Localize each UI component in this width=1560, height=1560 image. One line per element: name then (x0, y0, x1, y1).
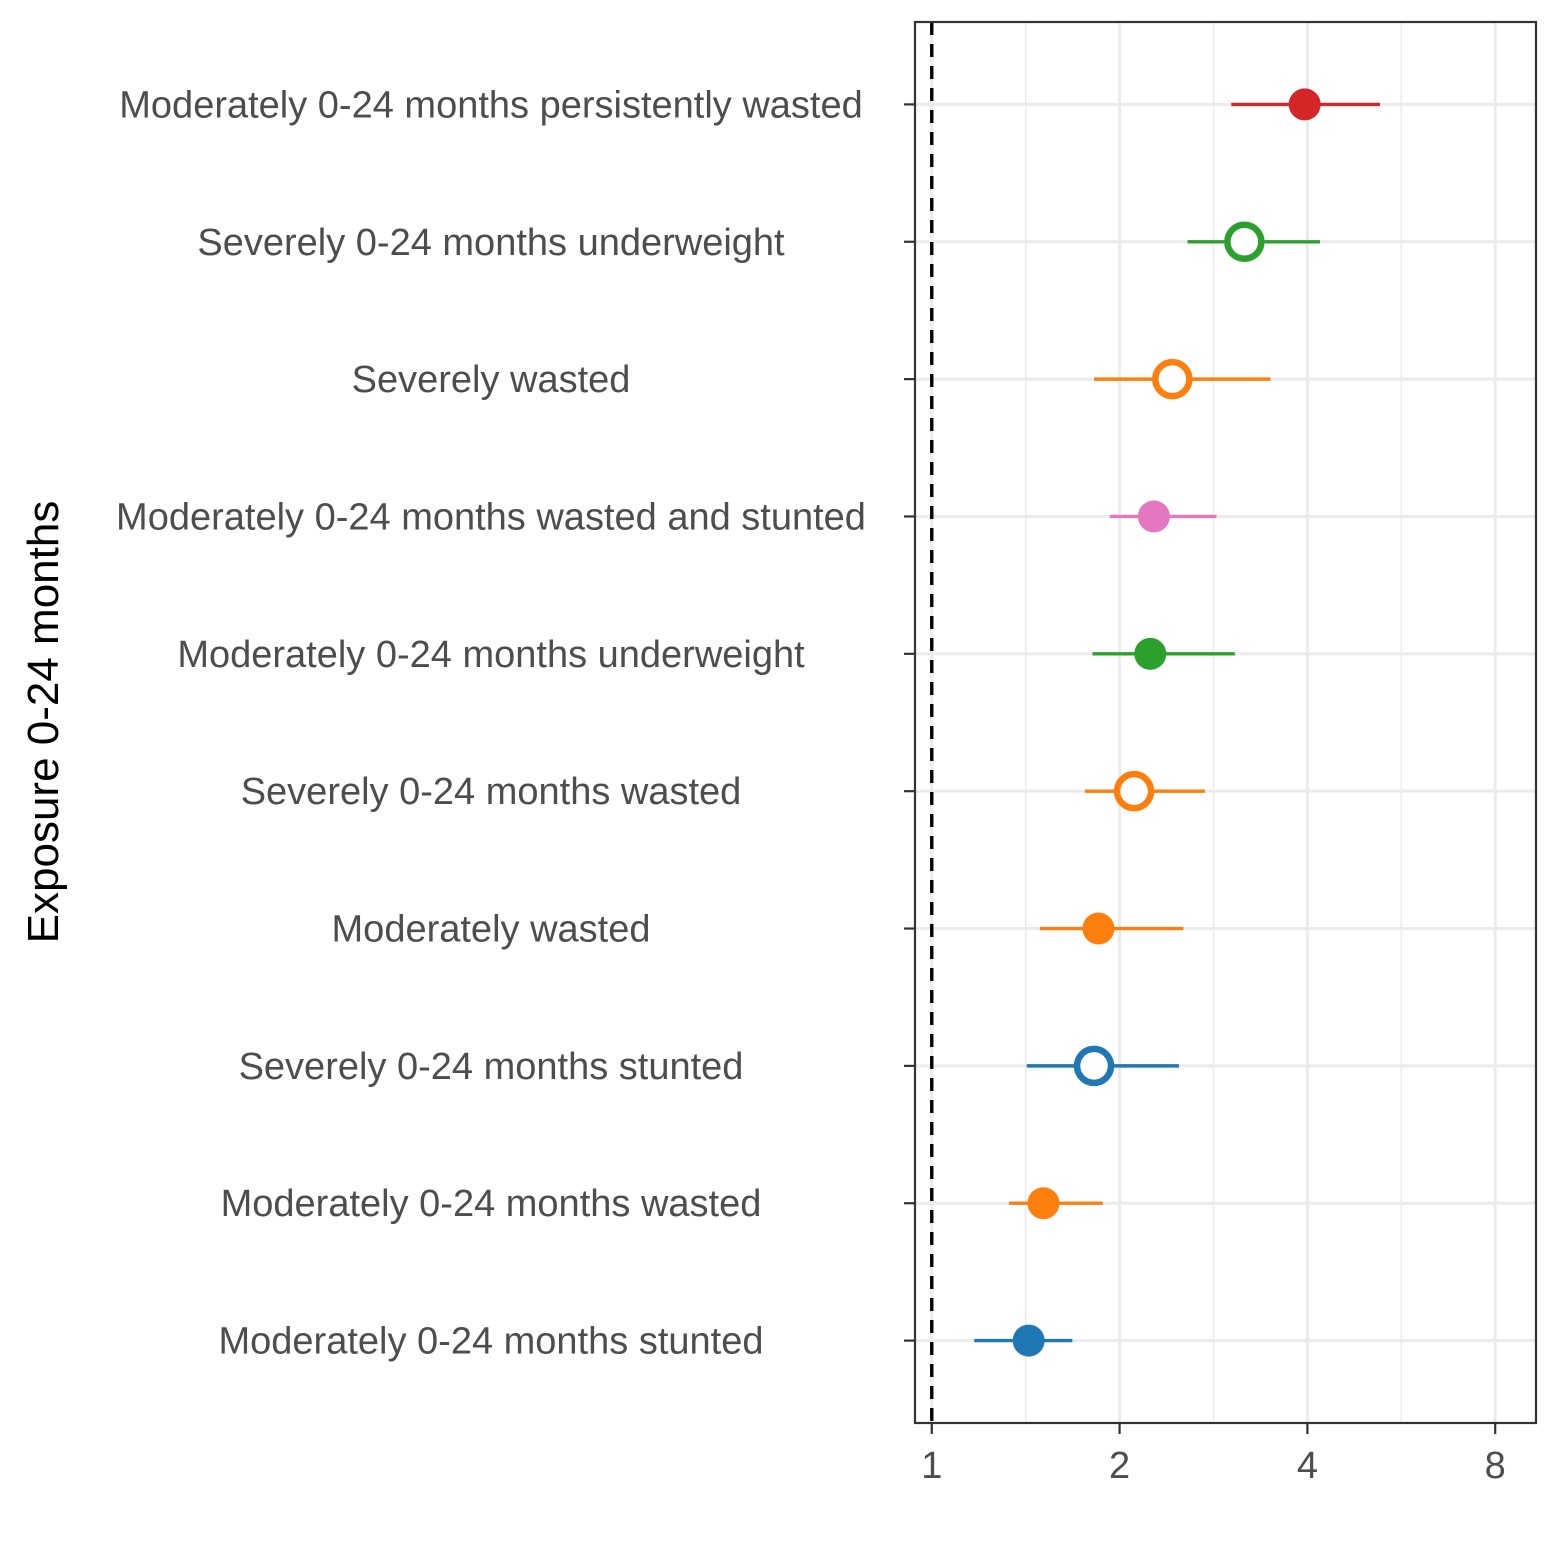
point-estimate (1134, 637, 1167, 670)
x-tick-label: 8 (1485, 1445, 1506, 1487)
y-tick-label: Severely 0-24 months underweight (197, 222, 785, 264)
y-tick-label: Moderately 0-24 months wasted and stunte… (116, 496, 866, 538)
x-tick-label: 2 (1109, 1445, 1130, 1487)
grid-lines (915, 22, 1536, 1423)
point-estimate (1288, 88, 1321, 121)
y-axis-title: Exposure 0-24 months (19, 501, 68, 944)
x-tick-label: 1 (921, 1445, 942, 1487)
y-tick-label: Moderately 0-24 months wasted (221, 1183, 762, 1225)
point-estimate (1012, 1324, 1045, 1357)
y-axis: Moderately 0-24 months persistently wast… (116, 84, 915, 1363)
data-marks (974, 88, 1381, 1357)
y-tick-label: Moderately wasted (332, 909, 651, 951)
point-estimate-hollow (1152, 358, 1193, 400)
y-tick-label: Severely wasted (352, 359, 631, 401)
y-tick-label: Severely 0-24 months wasted (241, 771, 742, 813)
y-tick-label: Moderately 0-24 months underweight (177, 634, 805, 676)
x-axis: 1 2 4 8 (921, 1423, 1506, 1487)
y-tick-label: Moderately 0-24 months stunted (219, 1321, 764, 1363)
point-estimate-hollow (1224, 221, 1265, 263)
point-estimate (1137, 500, 1170, 533)
point-estimate-hollow (1073, 1045, 1115, 1087)
panel-border (913, 20, 1538, 1425)
point-estimate-hollow (1113, 770, 1155, 812)
point-estimate (1082, 912, 1115, 945)
x-tick-label: 4 (1297, 1445, 1318, 1487)
y-tick-label: Severely 0-24 months stunted (239, 1046, 744, 1088)
point-estimate (1027, 1187, 1060, 1220)
y-tick-label: Moderately 0-24 months persistently wast… (119, 84, 862, 126)
